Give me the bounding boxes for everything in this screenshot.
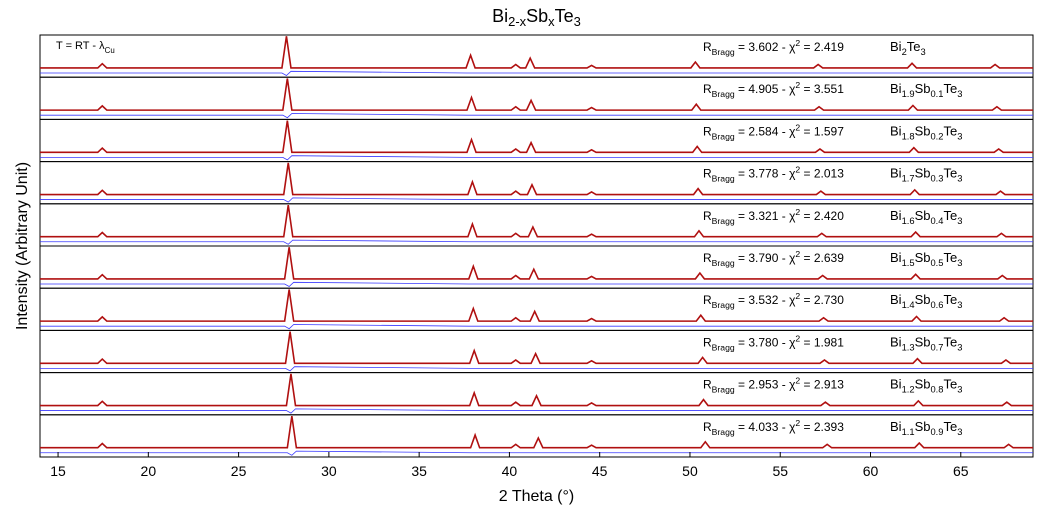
panel-frame (39, 76, 1034, 120)
panel-frame (39, 203, 1034, 247)
fit-annotation: RBragg = 3.780 - χ2 = 1.981 (703, 333, 844, 352)
fit-annotation: RBragg = 2.584 - χ2 = 1.597 (703, 122, 844, 141)
x-tick-label: 25 (231, 463, 247, 479)
observed-line (40, 247, 1033, 280)
condition-note: T = RT - λCu (56, 40, 115, 55)
sample-label: Bi2Te3 (890, 39, 926, 57)
x-tick-label: 65 (953, 463, 969, 479)
observed-line (40, 415, 1033, 449)
panel-frame (39, 34, 1034, 78)
sample-label: Bi1.6Sb0.4Te3 (890, 208, 962, 226)
panel-frame (39, 329, 1034, 374)
difference-line (40, 324, 1033, 330)
fit-annotation: RBragg = 3.321 - χ2 = 2.420 (703, 207, 844, 226)
difference-line (40, 239, 1033, 245)
observed-line (40, 120, 1033, 154)
x-tick-label: 55 (772, 463, 788, 479)
fit-annotation: RBragg = 4.905 - χ2 = 3.551 (703, 80, 844, 99)
fit-annotation: RBragg = 3.532 - χ2 = 2.730 (703, 291, 844, 310)
fit-annotation: RBragg = 2.953 - χ2 = 2.913 (703, 376, 844, 395)
sample-label: Bi1.1Sb0.9Te3 (890, 419, 962, 437)
x-tick-label: 45 (592, 463, 608, 479)
x-tick-label: 50 (682, 463, 698, 479)
panel-frame (39, 245, 1034, 289)
sample-label: Bi1.4Sb0.6Te3 (890, 292, 962, 310)
observed-line (40, 331, 1033, 365)
difference-line (40, 366, 1033, 372)
difference-line (40, 281, 1033, 288)
sample-label: Bi1.2Sb0.8Te3 (890, 377, 962, 395)
x-axis-label: 2 Theta (°) (499, 488, 574, 505)
difference-line (40, 113, 1033, 119)
panel-frame (39, 287, 1034, 331)
difference-line (40, 450, 1033, 456)
x-tick-label: 15 (50, 463, 66, 479)
sample-label: Bi1.3Sb0.7Te3 (890, 334, 962, 352)
fit-annotation: RBragg = 3.778 - χ2 = 2.013 (703, 165, 844, 184)
panel-frame (39, 372, 1034, 416)
sample-label: Bi1.8Sb0.2Te3 (890, 123, 962, 141)
sample-label: Bi1.9Sb0.1Te3 (890, 81, 962, 99)
difference-line (40, 155, 1033, 161)
fit-annotation: RBragg = 3.790 - χ2 = 2.639 (703, 249, 844, 268)
difference-line (40, 70, 1033, 77)
fit-annotation: RBragg = 3.602 - χ2 = 2.419 (703, 38, 844, 57)
x-tick-label: 40 (502, 463, 518, 479)
sample-label: Bi1.7Sb0.3Te3 (890, 166, 962, 184)
observed-line (40, 204, 1033, 238)
fit-annotation: RBragg = 4.033 - χ2 = 2.393 (703, 418, 844, 437)
difference-line (40, 408, 1033, 414)
panel-frame (39, 118, 1034, 163)
x-tick-label: 35 (411, 463, 427, 479)
observed-line (40, 373, 1033, 407)
difference-line (40, 197, 1033, 203)
x-tick-label: 20 (141, 463, 157, 479)
observed-line (40, 36, 1033, 69)
observed-line (40, 289, 1033, 322)
observed-line (40, 78, 1033, 111)
sample-label: Bi1.5Sb0.5Te3 (890, 250, 962, 268)
panel-frame (39, 414, 1034, 458)
x-tick-label: 60 (863, 463, 879, 479)
observed-line (40, 162, 1033, 196)
x-tick-label: 30 (321, 463, 337, 479)
chart-title: Bi2-xSbxTe3 (492, 6, 581, 29)
y-axis-label: Intensity (Arbitrary Unit) (14, 162, 31, 330)
panel-frame (39, 161, 1034, 205)
